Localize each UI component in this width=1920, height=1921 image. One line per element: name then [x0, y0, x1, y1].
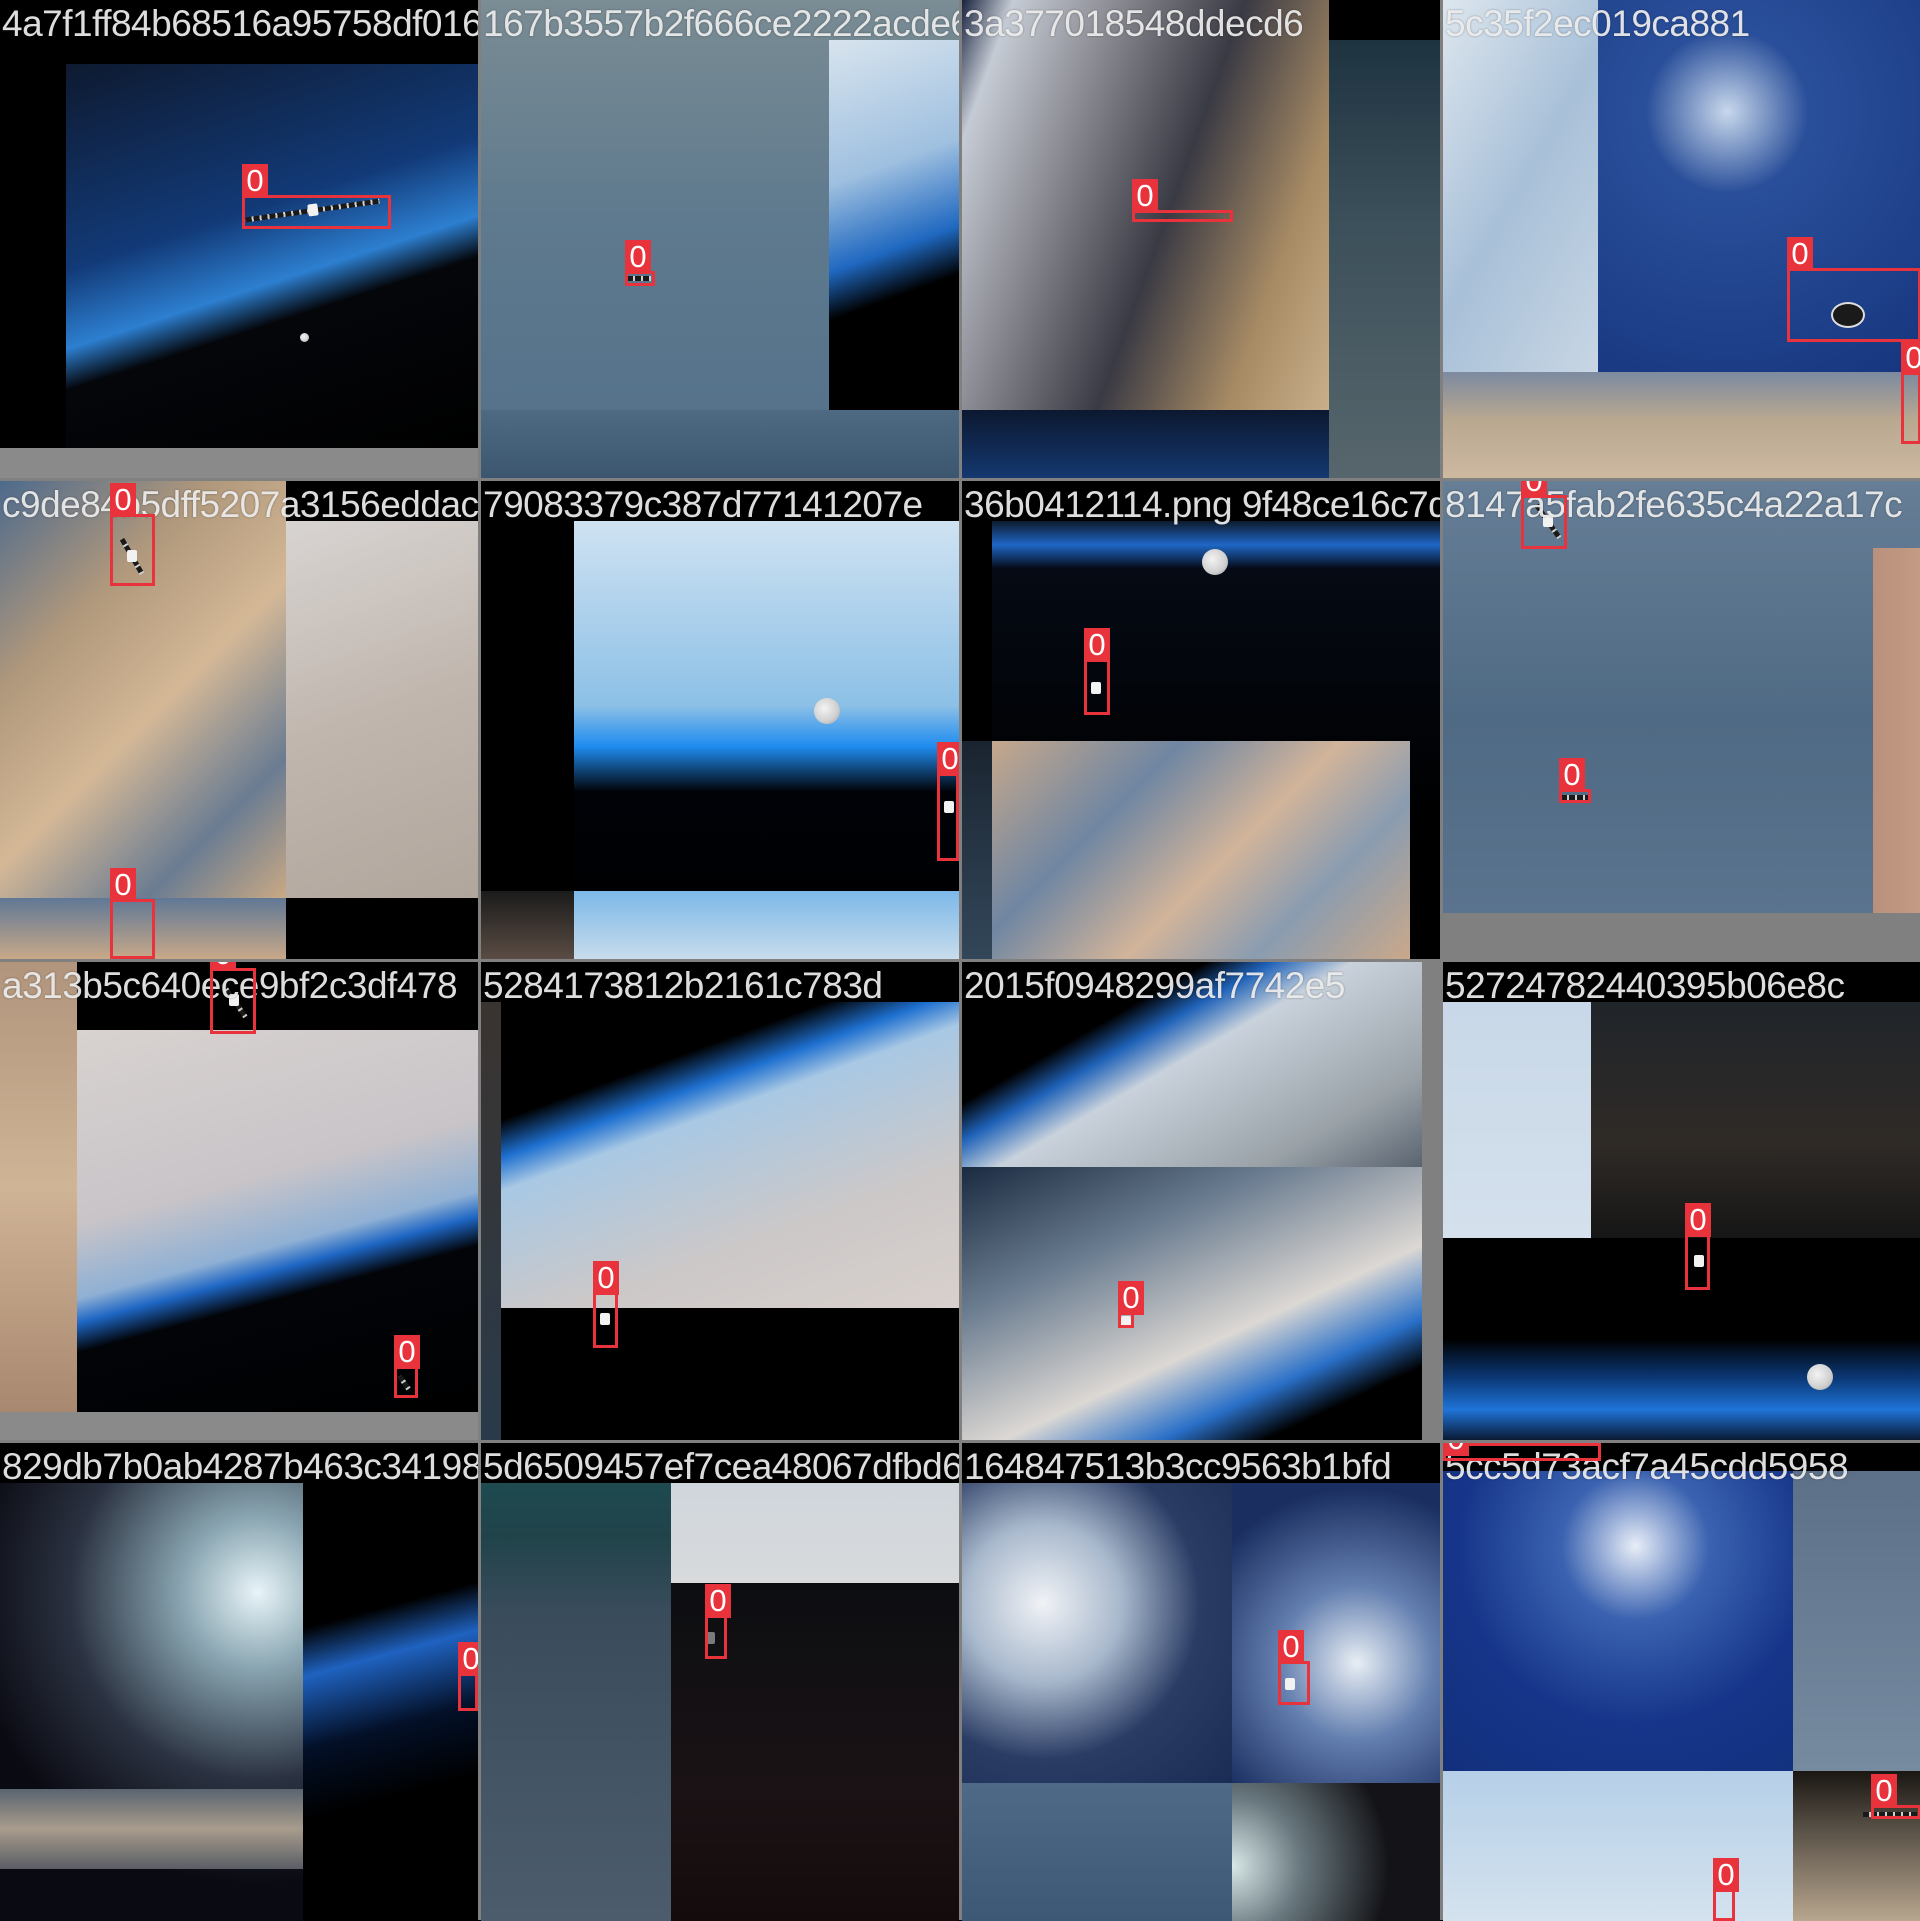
detection-box: 0 [1685, 1203, 1711, 1290]
box-label: 0 [937, 742, 959, 776]
moon-icon [814, 698, 840, 724]
detection-box: 0 [593, 1261, 619, 1348]
mosaic-tile: 0 2015f0948299af7742e5 [962, 962, 1440, 1440]
tile-filename: 5d6509457ef7cea48067dfbd6 [483, 1446, 959, 1487]
tile-filename: 2015f0948299af7742e5 [964, 965, 1345, 1006]
tile-filename: 164847513b3cc9563b1bfd [964, 1446, 1392, 1487]
satellite-icon [1086, 663, 1106, 713]
box-label: 0 [1685, 1203, 1711, 1237]
detection-box: 0 [1713, 1858, 1739, 1921]
box-label: 0 [625, 240, 651, 274]
box-label: 0 [1278, 1630, 1304, 1664]
detection-box: 0 [937, 742, 959, 861]
box-label: 0 [1521, 481, 1547, 498]
box-label: 0 [1787, 237, 1813, 271]
detection-box: 0 [1132, 179, 1233, 222]
detection-box: 0 [1278, 1630, 1310, 1705]
box-label: 0 [1443, 1443, 1469, 1456]
box-label: 0 [1713, 1858, 1739, 1892]
mosaic-tile: 0 0 a313b5c640ece9bf2c3df478 [0, 962, 478, 1440]
mosaic-tile: 0 5d6509457ef7cea48067dfbd6 [481, 1443, 959, 1921]
satellite-icon [112, 526, 152, 586]
detection-box: 0 [394, 1335, 420, 1398]
tile-filename: 36b0412114.png 9f48ce16c7d [964, 484, 1440, 525]
detection-box: 0 [705, 1584, 731, 1659]
mosaic-tile: 0 5284173812b2161c783d [481, 962, 959, 1440]
box-label: 0 [110, 868, 136, 902]
detection-box: 0 [1871, 1774, 1920, 1819]
tile-filename: 167b3557b2f666ce2222acde6a37a1e5 [483, 3, 959, 44]
satellite-icon [214, 974, 254, 1026]
tile-filename: 52724782440395b06e8c [1445, 965, 1845, 1006]
detection-box: 0 [1521, 481, 1567, 549]
tile-filename: 5cc5d73acf7a45cdd5958 [1445, 1446, 1849, 1487]
box-label: 0 [110, 483, 136, 517]
tile-filename: c9de84b5dff5207a3156eddac [2, 484, 478, 525]
satellite-icon [1528, 495, 1568, 547]
box-label: 0 [242, 164, 268, 198]
mosaic-tile: 0 0 8147a5fab2fe635c4a22a17c [1443, 481, 1920, 959]
box-label: 0 [1559, 758, 1585, 792]
mosaic-tile: 0 0 0 5cc5d73acf7a45cdd5958 [1443, 1443, 1920, 1921]
moon-icon [1202, 549, 1228, 575]
box-label: 0 [1118, 1281, 1144, 1315]
detection-box: 0 [110, 483, 155, 586]
tile-filename: 8147a5fab2fe635c4a22a17c [1445, 484, 1903, 525]
detection-box: 0 [458, 1642, 478, 1711]
moon-icon [300, 333, 309, 342]
tile-filename: 829db7b0ab4287b463c34198 [2, 1446, 478, 1487]
detection-box: 0 [1118, 1281, 1144, 1328]
satellite-icon [941, 787, 957, 827]
satellite-icon [705, 1623, 715, 1653]
tile-filename: 4a7f1ff84b68516a95758df016 [2, 3, 478, 44]
mosaic-tile: 0 0 c9de84b5dff5207a3156eddac [0, 481, 478, 959]
tile-filename: 5c35f2ec019ca881 [1445, 3, 1750, 44]
tile-filename: 3a377018548ddecd6 [964, 3, 1304, 44]
satellite-icon [1561, 793, 1589, 801]
detection-box: 0 [242, 164, 391, 229]
mosaic-tile: 0 52724782440395b06e8c [1443, 962, 1920, 1440]
detection-box: 0 [1901, 341, 1920, 444]
detection-box: 0 [1559, 758, 1591, 803]
box-label: 0 [210, 962, 236, 971]
box-label: 0 [394, 1335, 420, 1369]
mosaic-tile: 0 79083379c387d77141207e [481, 481, 959, 959]
satellite-icon [1828, 298, 1865, 328]
mosaic-tile: 0 3a377018548ddecd6 [962, 0, 1440, 478]
detection-box: 0 [1443, 1443, 1601, 1461]
detection-box: 0 [1787, 237, 1920, 342]
tile-filename: 5284173812b2161c783d [483, 965, 883, 1006]
satellite-icon [1689, 1238, 1709, 1284]
detection-box: 0 [1084, 628, 1110, 715]
satellite-icon [1120, 1316, 1132, 1328]
box-label: 0 [1084, 628, 1110, 662]
detection-box: 0 [625, 240, 655, 286]
box-label: 0 [593, 1261, 619, 1295]
tile-filename: 79083379c387d77141207e [483, 484, 923, 525]
box-label: 0 [705, 1584, 731, 1618]
moon-icon [1807, 1364, 1833, 1390]
tile-filename: a313b5c640ece9bf2c3df478 [2, 965, 458, 1006]
detection-box: 0 [210, 962, 256, 1034]
satellite-icon [595, 1296, 615, 1342]
mosaic-tile: 0 0 5c35f2ec019ca881 [1443, 0, 1920, 478]
box-label: 0 [458, 1642, 478, 1676]
detection-box: 0 [110, 868, 155, 959]
mosaic-tile: 0 4a7f1ff84b68516a95758df016 [0, 0, 478, 478]
mosaic-tile: 0 36b0412114.png 9f48ce16c7d [962, 481, 1440, 959]
mosaic-tile: 0 164847513b3cc9563b1bfd [962, 1443, 1440, 1921]
box-label: 0 [1871, 1774, 1897, 1808]
mosaic-tile: 0 829db7b0ab4287b463c34198 [0, 1443, 478, 1921]
box-label: 0 [1132, 179, 1158, 213]
satellite-icon [627, 274, 651, 282]
mosaic-tile: 0 167b3557b2f666ce2222acde6a37a1e5 [481, 0, 959, 478]
satellite-icon [1863, 1809, 1917, 1819]
box-label: 0 [1901, 341, 1920, 375]
satellite-icon [1278, 1673, 1302, 1695]
